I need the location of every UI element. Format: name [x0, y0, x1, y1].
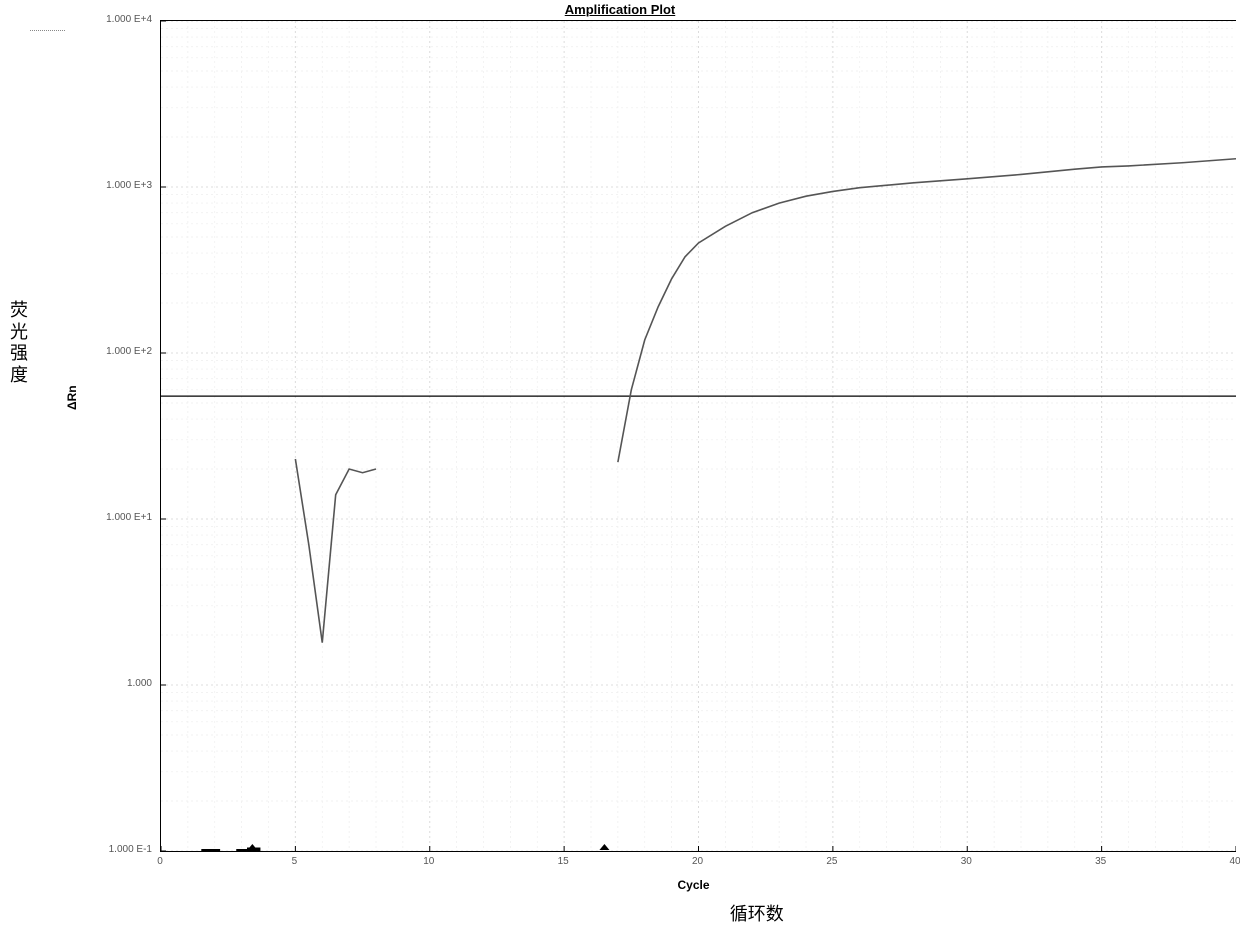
x-tick-label: 15	[543, 856, 583, 867]
x-axis-label: Cycle	[678, 878, 710, 892]
plot-svg	[161, 21, 1236, 851]
x-tick-label: 25	[812, 856, 852, 867]
chart-container: Amplification Plot 荧光强度 ΔRn Cycle 循环数 1.…	[0, 0, 1240, 939]
x-tick-label: 20	[678, 856, 718, 867]
x-tick-label: 0	[140, 856, 180, 867]
y-tick-label: 1.000 E+2	[82, 346, 152, 357]
x-tick-label: 10	[409, 856, 449, 867]
y-axis-label-cn: 荧光强度	[10, 300, 30, 386]
y-tick-label: 1.000 E+3	[82, 180, 152, 191]
y-tick-label: 1.000	[82, 678, 152, 689]
x-tick-label: 30	[946, 856, 986, 867]
y-tick-label: 1.000 E-1	[82, 844, 152, 855]
y-axis-label-rn: ΔRn	[65, 385, 79, 410]
y-tick-label: 1.000 E+1	[82, 512, 152, 523]
plot-area	[160, 20, 1236, 852]
y-tick-label: 1.000 E+4	[82, 14, 152, 25]
x-tick-label: 5	[274, 856, 314, 867]
x-tick-label: 40	[1215, 856, 1240, 867]
decoration-dots	[30, 30, 65, 31]
x-axis-label-cn: 循环数	[730, 900, 784, 926]
x-tick-label: 35	[1081, 856, 1121, 867]
chart-title: Amplification Plot	[0, 2, 1240, 17]
